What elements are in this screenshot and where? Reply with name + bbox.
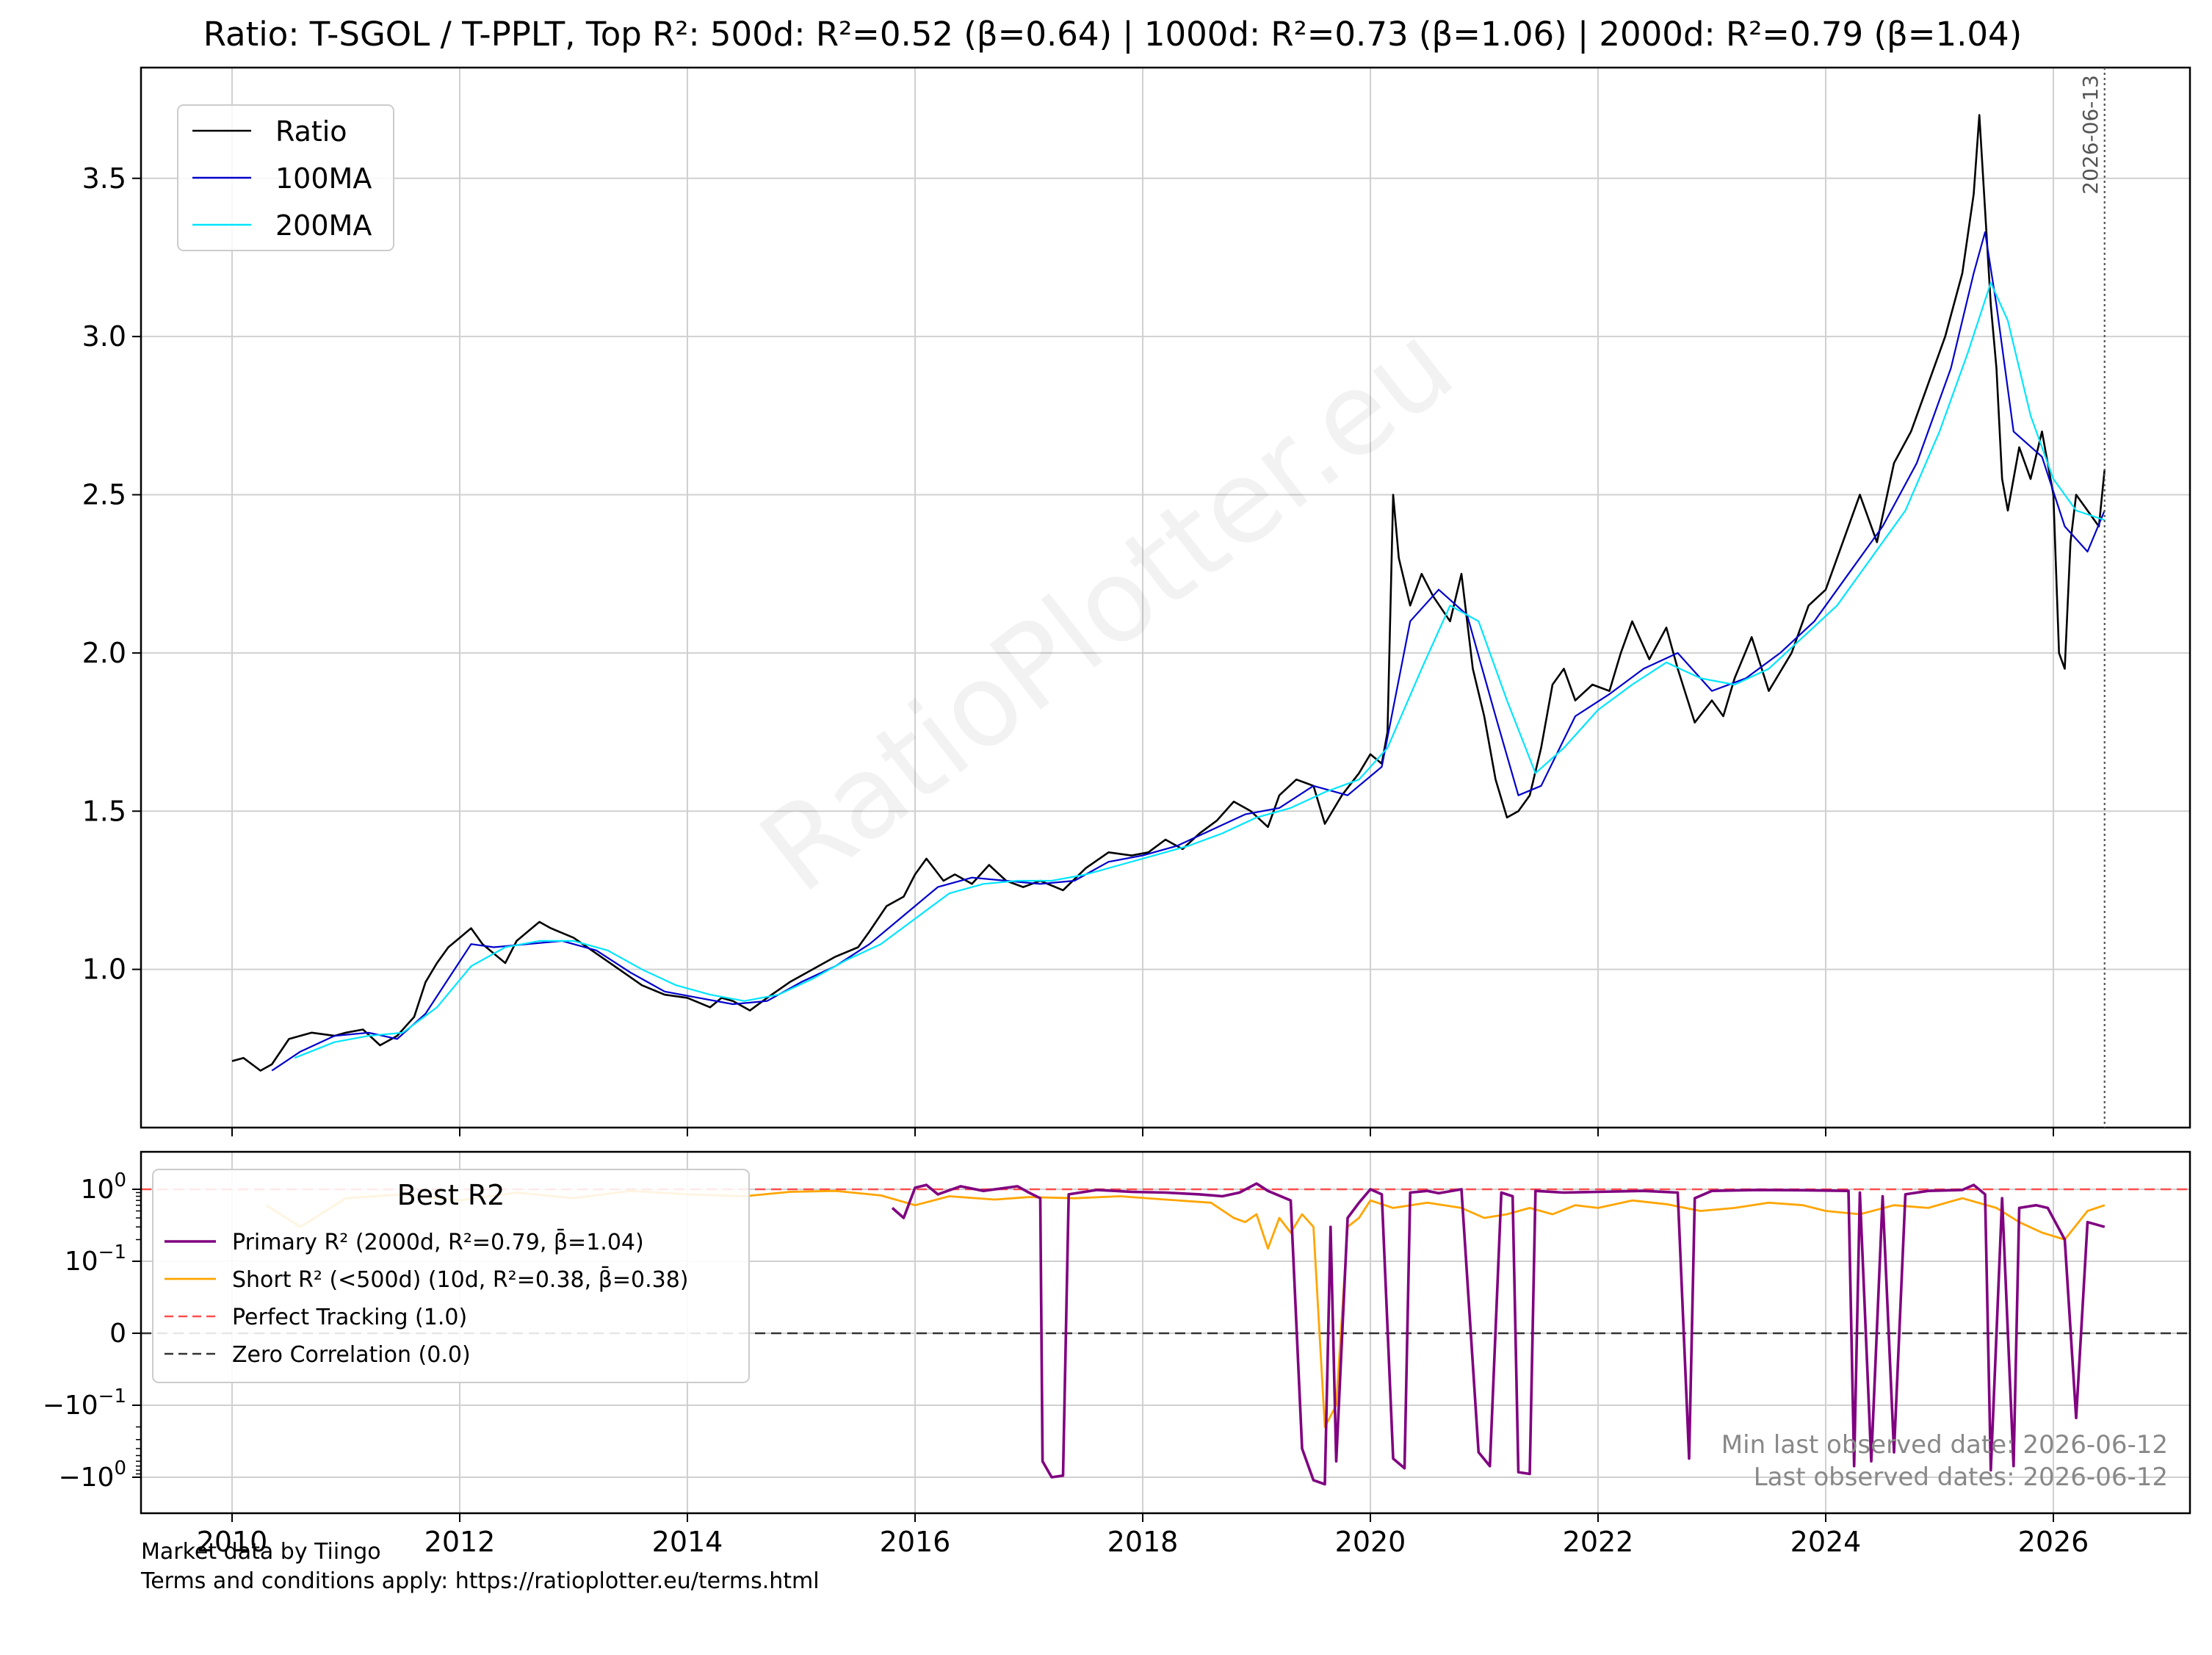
r2-ytick-label: 10−1 — [65, 1241, 126, 1277]
r2-legend-label: Zero Correlation (0.0) — [232, 1342, 471, 1368]
ratio-ytick-label: 3.0 — [82, 320, 126, 353]
marker-date-label: 2026-06-13 — [2078, 75, 2103, 195]
xtick-label: 2026 — [2018, 1526, 2089, 1558]
ratio-legend-frame — [177, 104, 394, 251]
ratio-ytick-label: 1.0 — [82, 953, 126, 986]
r2-legend-label: Perfect Tracking (1.0) — [232, 1305, 467, 1330]
xtick-label: 2014 — [652, 1526, 723, 1558]
ratio-ytick-label: 2.0 — [82, 637, 126, 669]
ratio-legend-label: 200MA — [275, 209, 372, 242]
ratio-series — [231, 114, 2106, 1072]
xtick-label: 2016 — [880, 1526, 951, 1558]
min-last-observed-label: Min last observed date: 2026-06-12 — [1721, 1430, 2168, 1460]
xtick-label: 2020 — [1335, 1526, 1406, 1558]
r2-ytick-label: 0 — [109, 1319, 126, 1349]
last-observed-label: Last observed dates: 2026-06-12 — [1754, 1463, 2168, 1492]
r2-ticks: 2010 2012 2014 2016 2018 2020 2022 2024 2026 100 1… — [43, 1169, 2089, 1558]
footer-source: Market data by Tiingo — [141, 1539, 381, 1565]
ratio-ticks: 1.0 1.5 2.0 2.5 3.0 3.5 — [82, 162, 2054, 1136]
r2-legend-label: Primary R² (2000d, R²=0.79, β̄=1.04) — [232, 1229, 644, 1255]
ratio-grid — [141, 68, 2190, 1128]
xtick-label: 2022 — [1563, 1526, 1634, 1558]
ratio-ytick-label: 3.5 — [82, 162, 126, 195]
ratio-legend-label: Ratio — [275, 115, 347, 148]
ratio-legend: Ratio 100MA 200MA — [177, 104, 394, 251]
r2-ytick-label: −10−1 — [43, 1385, 126, 1421]
r2-ytick-label: 100 — [81, 1169, 126, 1205]
ratio-ytick-label: 1.5 — [82, 795, 126, 827]
xtick-label: 2024 — [1790, 1526, 1862, 1558]
primary-r2-line — [891, 1182, 2106, 1486]
ratio-legend-label: 100MA — [275, 162, 372, 195]
xtick-label: 2010 — [197, 1526, 268, 1558]
xtick-label: 2012 — [424, 1526, 496, 1558]
r2-legend: Best R2 Primary R² (2000d, R²=0.79, β̄=1.… — [152, 1169, 750, 1383]
r2-legend-frame — [152, 1169, 750, 1383]
r2-legend-label: Short R² (<500d) (10d, R²=0.38, β̄=0.38) — [232, 1266, 689, 1293]
short-r2-line — [265, 1189, 2106, 1428]
ratio-panel: 1.0 1.5 2.0 2.5 3.0 3.5 — [82, 66, 2191, 1136]
ratio-axes-frame — [140, 66, 2191, 1129]
ratio-axes — [140, 66, 2191, 1129]
ma200-line — [294, 281, 2106, 1059]
chart-title: Ratio: T-SGOL / T-PPLT, Top R²: 500d: R²… — [203, 15, 2022, 54]
r2-ytick-label: −100 — [58, 1457, 126, 1493]
r2-legend-title: Best R2 — [397, 1179, 505, 1211]
footer-terms: Terms and conditions apply: https://rati… — [140, 1568, 820, 1594]
xtick-label: 2018 — [1107, 1526, 1179, 1558]
ratio-ytick-label: 2.5 — [82, 479, 126, 511]
